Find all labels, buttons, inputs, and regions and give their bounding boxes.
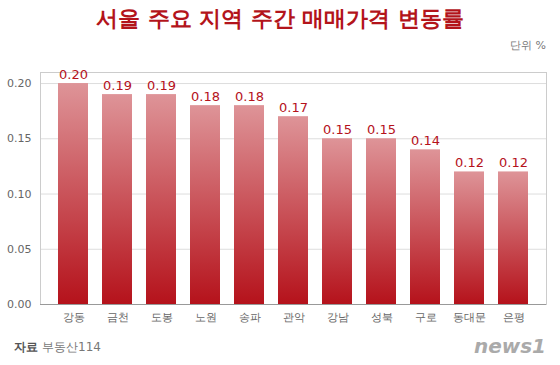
svg-text:0.20: 0.20 <box>7 77 32 90</box>
svg-text:0.17: 0.17 <box>279 100 308 115</box>
svg-text:노원: 노원 <box>195 311 217 324</box>
svg-text:0.10: 0.10 <box>7 188 32 201</box>
svg-text:금천: 금천 <box>107 311 129 324</box>
svg-text:0.15: 0.15 <box>323 122 352 137</box>
svg-text:0.18: 0.18 <box>191 89 220 104</box>
svg-text:강동: 강동 <box>63 311 85 324</box>
svg-text:0.20: 0.20 <box>59 67 88 82</box>
svg-text:관악: 관악 <box>283 311 305 324</box>
svg-text:동대문: 동대문 <box>453 311 486 324</box>
svg-text:은평: 은평 <box>503 311 525 324</box>
svg-text:0.18: 0.18 <box>235 89 264 104</box>
svg-text:송파: 송파 <box>239 311 261 324</box>
svg-text:0.19: 0.19 <box>103 78 132 93</box>
html-text:자료 부동산114: 자료 부동산114 <box>14 340 101 354</box>
svg-text:0.12: 0.12 <box>455 155 484 170</box>
svg-text:0.14: 0.14 <box>411 133 440 148</box>
svg-text:강남: 강남 <box>327 311 349 324</box>
svg-text:0.15: 0.15 <box>7 132 32 145</box>
svg-text:0.05: 0.05 <box>7 243 32 256</box>
svg-text:도봉: 도봉 <box>151 311 173 324</box>
svg-text:0.19: 0.19 <box>147 78 176 93</box>
svg-text:0.12: 0.12 <box>499 155 528 170</box>
svg-text:구로: 구로 <box>415 311 437 324</box>
html-text:news1: news1 <box>473 334 546 358</box>
svg-text:0.00: 0.00 <box>7 298 32 311</box>
html-text:서울 주요 지역 주간 매매가격 변동률: 서울 주요 지역 주간 매매가격 변동률 <box>95 6 465 31</box>
svg-text:0.15: 0.15 <box>367 122 396 137</box>
html-text:단위 %: 단위 % <box>510 39 546 52</box>
svg-text:성북: 성북 <box>371 311 393 324</box>
